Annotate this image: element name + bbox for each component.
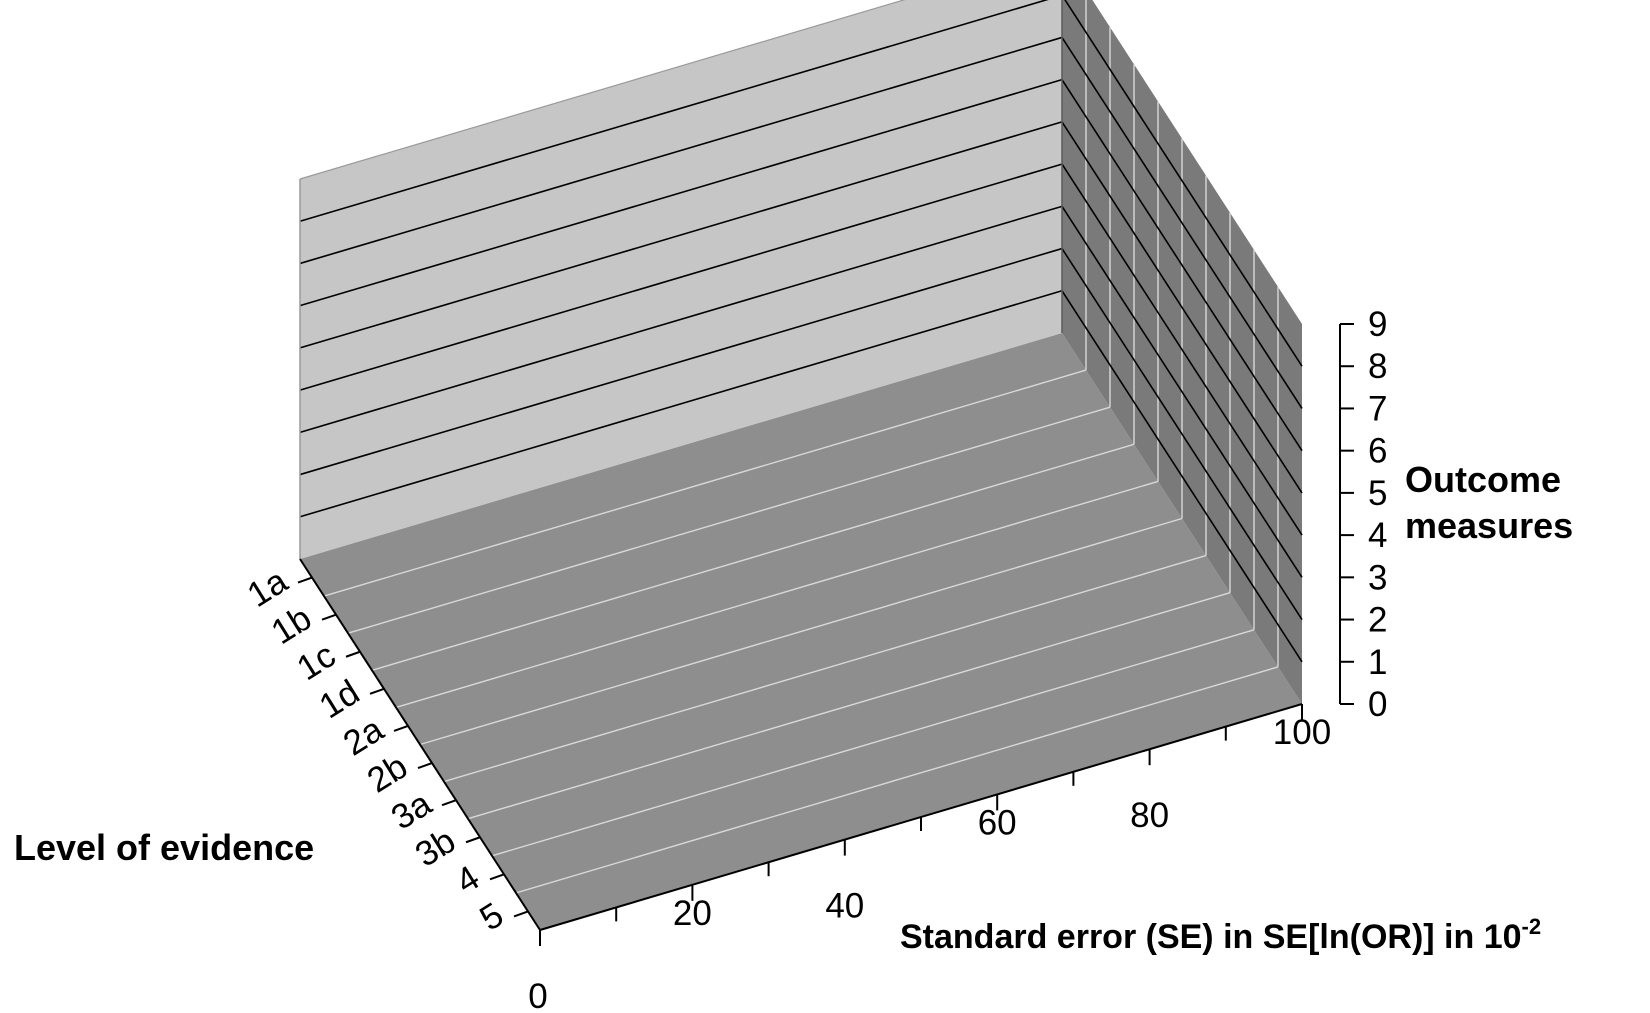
- z-tick-label: 6: [1368, 432, 1387, 471]
- z-axis-title-line2: measures: [1405, 505, 1573, 546]
- back-wall-gridline: [299, 247, 1063, 476]
- back-wall-gridline: [299, 290, 1063, 518]
- x-tick-label: 0: [528, 977, 547, 1013]
- chart-ticks: [297, 323, 1354, 946]
- side-wall-gridline: [1061, 121, 1303, 494]
- side-wall-gridline: [1061, 290, 1303, 663]
- x-axis-title-superscript: -2: [1522, 914, 1542, 939]
- y-tick-mark: [369, 687, 385, 695]
- floor-gridline: [419, 517, 1183, 746]
- x-tick-label: 80: [1130, 796, 1169, 835]
- floor-gridline: [323, 369, 1087, 597]
- back-wall-gridline: [299, 121, 1063, 349]
- y-tick-mark: [441, 799, 457, 807]
- y-tick-mark: [393, 725, 409, 732]
- z-tick-label: 9: [1368, 305, 1387, 344]
- floor-gridline: [443, 554, 1207, 783]
- back-wall-top-edge: [299, 0, 906, 180]
- y-tick-mark: [417, 762, 433, 769]
- floor-gridline: [467, 592, 1231, 820]
- z-tick-label: 5: [1368, 474, 1387, 513]
- floor-gridline: [347, 406, 1111, 634]
- floor-gridline: [515, 666, 1279, 894]
- side-wall-gridline: [1064, 0, 1303, 367]
- x-tick-label: 20: [673, 894, 712, 933]
- x-tick-label: 40: [825, 887, 864, 926]
- back-wall-gridline: [299, 205, 1063, 434]
- back-wall: [300, 0, 1062, 559]
- x-axis-title: Standard error (SE) in SE[ln(OR)] in 10-…: [900, 914, 1541, 956]
- back-wall-gridline: [299, 78, 1063, 307]
- z-tick-label: 7: [1368, 389, 1387, 428]
- floor-gridline: [371, 443, 1135, 671]
- y-tick-mark: [513, 910, 529, 918]
- y-axis-title: Level of evidence: [14, 827, 314, 868]
- y-axis-line: [299, 558, 541, 931]
- y-tick-mark: [489, 873, 505, 881]
- z-axis-title-line1: Outcome: [1405, 459, 1561, 500]
- side-wall-gridline: [1061, 79, 1303, 452]
- chart-gridlines: [299, 0, 1303, 894]
- back-wall-gridline: [299, 0, 1049, 222]
- z-tick-label: 2: [1368, 601, 1387, 640]
- z-tick-label: 3: [1368, 558, 1387, 597]
- x-axis-title-main: Standard error (SE) in SE[ln(OR)] in 10: [900, 918, 1522, 956]
- y-tick-mark: [345, 650, 361, 658]
- side-wall-gridline: [1061, 163, 1303, 536]
- x-tick-label: 60: [978, 803, 1017, 842]
- y-tick-label: 4: [449, 858, 486, 901]
- x-tick-label: 100: [1273, 713, 1331, 752]
- z-tick-label: 0: [1368, 685, 1387, 724]
- z-tick-label: 1: [1368, 643, 1387, 682]
- y-tick-mark: [465, 836, 481, 844]
- side-wall-gridline: [1061, 248, 1303, 620]
- z-tick-label: 4: [1368, 516, 1387, 555]
- side-wall-gridline: [1061, 205, 1303, 578]
- floor-gridline: [491, 629, 1255, 857]
- y-tick-label: 5: [473, 895, 510, 938]
- back-wall-gridline: [299, 36, 1063, 265]
- z-tick-label: 8: [1368, 347, 1387, 386]
- side-wall-gridline: [1061, 37, 1303, 409]
- floor-gridline: [395, 480, 1159, 709]
- y-tick-mark: [297, 576, 313, 584]
- back-wall-gridline: [299, 163, 1063, 391]
- y-tick-mark: [321, 613, 337, 621]
